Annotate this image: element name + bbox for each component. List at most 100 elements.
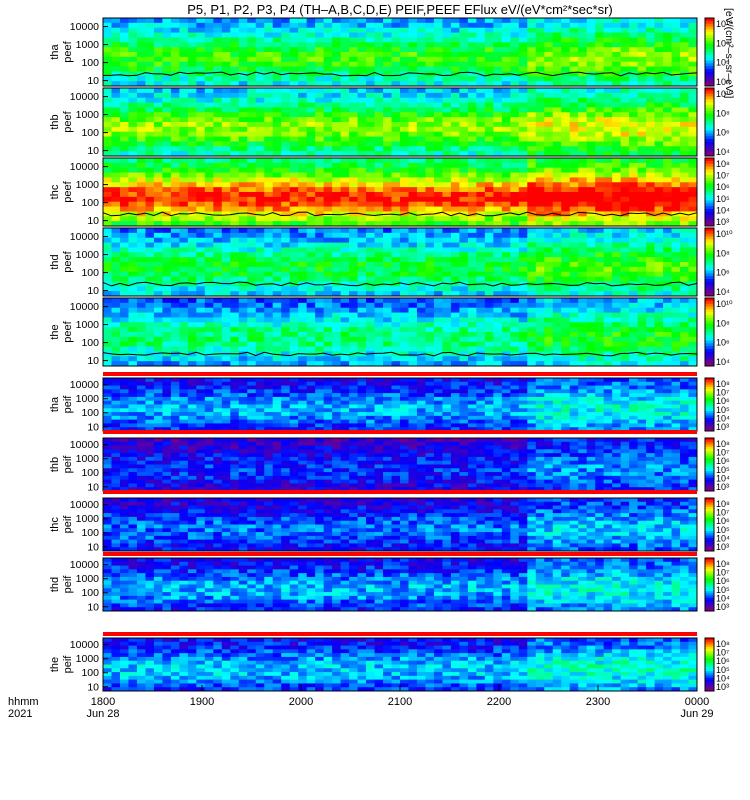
heatmap-cell bbox=[357, 332, 367, 338]
heatmap-cell bbox=[603, 117, 613, 123]
heatmap-cell bbox=[629, 247, 639, 253]
heatmap-cell bbox=[680, 52, 690, 58]
heatmap-cell bbox=[213, 211, 223, 217]
heatmap-cell bbox=[620, 112, 630, 118]
heatmap-cell bbox=[357, 76, 367, 82]
heatmap-cell bbox=[654, 298, 664, 304]
heatmap-cell bbox=[595, 172, 605, 178]
heatmap-cell bbox=[247, 276, 257, 282]
heatmap-cell bbox=[663, 206, 673, 212]
heatmap-cell bbox=[442, 291, 452, 297]
heatmap-cell bbox=[391, 136, 401, 142]
heatmap-cell bbox=[561, 206, 571, 212]
heatmap-cell bbox=[646, 281, 656, 287]
heatmap-cell bbox=[391, 88, 401, 94]
heatmap-cell bbox=[187, 22, 197, 29]
heatmap-cell bbox=[450, 66, 460, 72]
heatmap-cell bbox=[323, 131, 333, 138]
heatmap-cell bbox=[357, 257, 367, 263]
heatmap-cell bbox=[663, 247, 673, 253]
heatmap-cell bbox=[595, 47, 605, 53]
heatmap-cell bbox=[425, 221, 435, 227]
heatmap-cell bbox=[374, 112, 384, 118]
heatmap-cell bbox=[467, 322, 477, 328]
heatmap-cell bbox=[637, 167, 647, 174]
heatmap-cell bbox=[416, 107, 426, 113]
heatmap-cell bbox=[119, 102, 129, 108]
heatmap-cell bbox=[136, 27, 146, 34]
heatmap-cell bbox=[569, 81, 579, 87]
heatmap-cell bbox=[595, 42, 605, 48]
heatmap-cell bbox=[501, 146, 511, 152]
heatmap-cell bbox=[119, 216, 129, 222]
heatmap-cell bbox=[366, 136, 376, 142]
heatmap-cell bbox=[442, 327, 452, 333]
heatmap-cell bbox=[620, 232, 630, 239]
heatmap-cell bbox=[620, 32, 630, 38]
heatmap-cell bbox=[416, 177, 426, 183]
heatmap-cell bbox=[603, 146, 613, 152]
heatmap-cell bbox=[119, 192, 129, 198]
heatmap-cell bbox=[442, 307, 452, 314]
heatmap-cell bbox=[187, 126, 197, 133]
heatmap-cell bbox=[119, 242, 129, 248]
heatmap-cell bbox=[612, 42, 622, 48]
heatmap-cell bbox=[111, 136, 121, 142]
heatmap-cell bbox=[442, 356, 452, 362]
heatmap-cell bbox=[213, 312, 223, 318]
heatmap-cell bbox=[680, 336, 690, 343]
heatmap-cell bbox=[340, 196, 350, 203]
heatmap-cell bbox=[663, 88, 673, 94]
heatmap-cell bbox=[544, 257, 554, 263]
heatmap-cell bbox=[196, 158, 206, 164]
heatmap-cell bbox=[400, 61, 409, 68]
heatmap-cell bbox=[111, 228, 121, 234]
heatmap-cell bbox=[493, 307, 503, 314]
heatmap-cell bbox=[680, 312, 690, 318]
heatmap-cell bbox=[654, 192, 664, 198]
heatmap-cell bbox=[230, 228, 240, 234]
heatmap-cell bbox=[162, 196, 172, 203]
heatmap-cell bbox=[119, 286, 129, 292]
heatmap-cell bbox=[400, 158, 409, 164]
heatmap-cell bbox=[221, 327, 231, 333]
heatmap-cell bbox=[629, 327, 639, 333]
heatmap-cell bbox=[518, 76, 528, 82]
heatmap-cell bbox=[527, 356, 537, 362]
heatmap-cell bbox=[535, 302, 545, 309]
heatmap-cell bbox=[383, 276, 393, 282]
heatmap-cell bbox=[162, 221, 172, 227]
heatmap-cell bbox=[561, 242, 571, 248]
heatmap-cell bbox=[340, 216, 350, 222]
heatmap-cell bbox=[179, 136, 189, 142]
heatmap-cell bbox=[340, 281, 350, 287]
heatmap-cell bbox=[535, 307, 545, 314]
heatmap-cell bbox=[255, 317, 265, 323]
heatmap-cell bbox=[561, 221, 571, 227]
heatmap-cell bbox=[450, 162, 460, 169]
heatmap-cell bbox=[688, 341, 698, 348]
heatmap-cell bbox=[578, 232, 588, 239]
heatmap-cell bbox=[612, 237, 622, 244]
heatmap-cell bbox=[646, 61, 656, 68]
heatmap-cell bbox=[586, 66, 596, 72]
heatmap-cell bbox=[501, 92, 511, 99]
heatmap-cell bbox=[374, 346, 384, 352]
heatmap-cell bbox=[238, 27, 248, 34]
heatmap-cell bbox=[467, 146, 477, 152]
heatmap-cell bbox=[501, 136, 511, 142]
heatmap-cell bbox=[289, 216, 299, 222]
heatmap-cell bbox=[552, 56, 562, 63]
heatmap-cell bbox=[400, 206, 409, 212]
heatmap-cell bbox=[646, 131, 656, 138]
heatmap-cell bbox=[671, 122, 681, 128]
colorbar-segment bbox=[705, 18, 714, 22]
heatmap-cell bbox=[383, 201, 393, 208]
heatmap-cell bbox=[213, 266, 223, 273]
heatmap-cell bbox=[552, 122, 562, 128]
heatmap-cell bbox=[459, 27, 469, 34]
heatmap-cell bbox=[510, 151, 520, 157]
heatmap-cell bbox=[153, 182, 163, 188]
heatmap-cell bbox=[136, 322, 146, 328]
